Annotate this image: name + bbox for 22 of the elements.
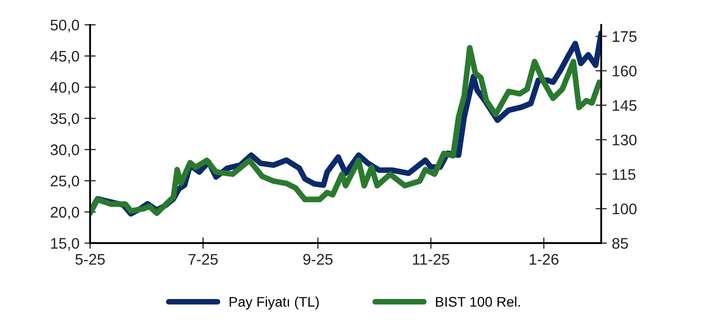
y-tick-label: 35,0 (50, 113, 80, 126)
y2-tick-label: 115 (612, 169, 636, 180)
y-tick-label: 25,0 (50, 176, 80, 188)
y-tick-label: 30,0 (50, 144, 80, 158)
y-tick-label: 40,0 (50, 82, 80, 95)
x-tick-label: 9-25 (303, 254, 333, 265)
y-tick-label: 15,0 (51, 238, 80, 251)
y-tick-label: 45,0 (50, 50, 80, 64)
y2-tick-label: 175 (612, 31, 636, 42)
y2-tick-label: 145 (612, 100, 636, 111)
y2-tick-label: 160 (612, 66, 637, 76)
legend-label: BIST 100 Rel. (436, 296, 520, 307)
y2-tick-label: 100 (612, 204, 637, 214)
x-tick-label: 7-25 (188, 254, 218, 265)
x-tick-label: 5-25 (75, 254, 105, 265)
y2-tick-label: 85 (612, 238, 628, 249)
legend-label: Pay Fiyatı (TL) (230, 296, 319, 310)
x-tick-label: 1-26 (530, 254, 558, 265)
x-tick-label: 11-25 (413, 254, 450, 265)
y2-tick-label: 130 (612, 134, 637, 146)
y-tick-label: 50,0 (50, 20, 80, 32)
y-tick-label: 20,0 (50, 206, 80, 220)
